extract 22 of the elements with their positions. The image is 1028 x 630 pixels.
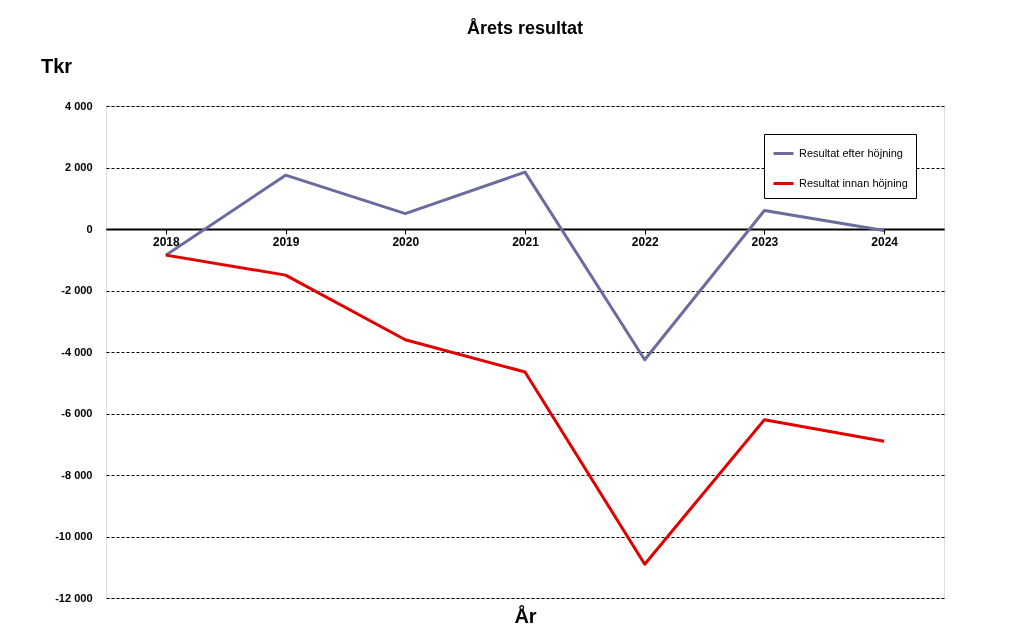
y-tick-label: -10 000	[55, 530, 93, 542]
x-tick-label: 2019	[272, 234, 300, 249]
x-axis-title: År	[514, 603, 537, 627]
y-tick-label: 0	[86, 222, 93, 235]
legend-label: Resultat efter höjning	[799, 146, 903, 159]
y-tick-label: -6 000	[61, 407, 93, 419]
line-series	[164, 253, 886, 566]
x-tick-label: 2024	[871, 234, 899, 249]
x-tick-label: 2023	[751, 234, 779, 249]
y-tick-label: -12 000	[55, 591, 93, 604]
chart-title: Årets resultat	[466, 18, 584, 38]
y-tick-label: -8 000	[61, 468, 93, 481]
y-axis-title: Tkr	[40, 54, 73, 77]
legend-label: Resultat innan höjning	[799, 176, 908, 189]
y-tick-label: 4 000	[64, 99, 93, 112]
y-tick-label: -2 000	[61, 284, 93, 296]
x-tick-label: 2022	[631, 234, 659, 249]
y-tick-label: 2 000	[64, 161, 93, 173]
x-tick-label: 2018	[153, 234, 181, 249]
x-tick-label: 2020	[392, 234, 420, 249]
x-tick-label: 2021	[512, 234, 540, 249]
y-tick-label: -4 000	[61, 345, 93, 358]
